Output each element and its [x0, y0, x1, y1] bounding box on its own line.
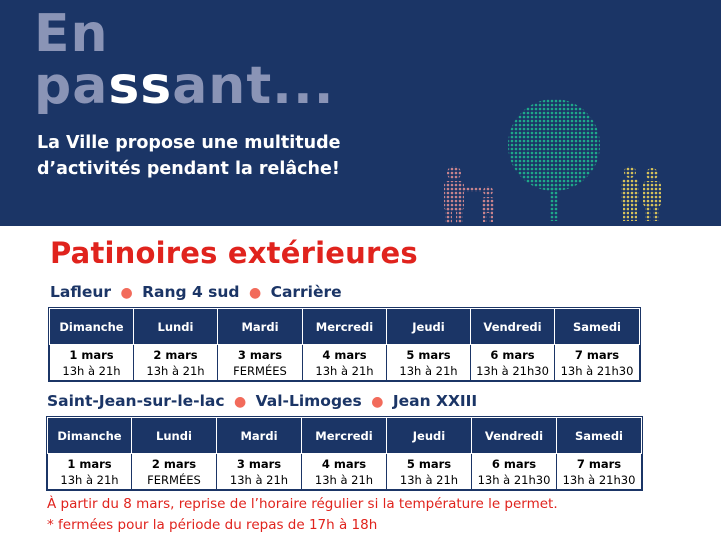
note-line: * fermées pour la période du repas de 17… [47, 517, 378, 533]
rink-name: Carrière [270, 283, 342, 301]
day-header: Jeudi [386, 417, 472, 454]
schedule-cell: 3 mars FERMÉES [217, 344, 303, 381]
schedule-cell: 7 mars 13h à 21h30 [554, 344, 640, 381]
schedule-table-2: Dimanche Lundi Mardi Mercredi Jeudi Vend… [46, 416, 643, 491]
bullet-dot-icon: ● [233, 394, 247, 410]
notes: À partir du 8 mars, reprise de l’horaire… [47, 494, 558, 535]
table-row: 1 mars 13h à 21h 2 mars FERMÉES 3 mars 13h … [47, 453, 642, 490]
rinks-group-1: Lafleur ● Rang 4 sud ● Carrière [50, 283, 342, 301]
table-row: 1 mars 13h à 21h 2 mars 13h à 21h 3 mars FE… [49, 344, 640, 381]
note-line: À partir du 8 mars, reprise de l’horaire… [47, 496, 558, 512]
day-header: Vendredi [470, 308, 555, 345]
logo-en: En [34, 4, 109, 64]
day-header: Dimanche [47, 417, 132, 454]
couple-icon [621, 166, 661, 221]
schedule-cell: 6 mars 13h à 21h30 [471, 453, 557, 490]
day-header: Mardi [216, 417, 302, 454]
schedule-cell: 7 mars 13h à 21h30 [556, 453, 642, 490]
day-header: Mercredi [301, 417, 387, 454]
day-header: Jeudi [386, 308, 471, 345]
day-header: Mercredi [302, 308, 387, 345]
schedule-cell: 1 mars 13h à 21h [47, 453, 132, 490]
bullet-dot-icon: ● [371, 394, 384, 410]
schedule-cell: 2 mars 13h à 21h [133, 344, 218, 381]
day-header: Dimanche [49, 308, 134, 345]
rink-name: Lafleur [50, 283, 112, 301]
day-header: Lundi [131, 417, 217, 454]
section-title: Patinoires extérieures [50, 236, 418, 270]
bullet-dot-icon: ● [248, 285, 262, 301]
bullet-dot-icon: ● [120, 285, 133, 301]
logo-passant: passant... [34, 56, 335, 116]
day-header: Samedi [554, 308, 640, 345]
schedule-cell: 3 mars 13h à 21h [216, 453, 302, 490]
schedule-cell: 1 mars 13h à 21h [49, 344, 134, 381]
schedule-table-1: Dimanche Lundi Mardi Mercredi Jeudi Vend… [48, 307, 641, 382]
schedule-cell: 4 mars 13h à 21h [302, 344, 387, 381]
schedule-cell: 6 mars 13h à 21h30 [470, 344, 555, 381]
day-header: Samedi [556, 417, 642, 454]
schedule-cell: 2 mars FERMÉES [131, 453, 217, 490]
tagline: La Ville propose une multitude d’activit… [37, 133, 341, 179]
rink-name: Saint-Jean-sur-le-lac [47, 392, 225, 410]
schedule-cell: 5 mars 13h à 21h [386, 344, 471, 381]
schedule-cell: 5 mars 13h à 21h [386, 453, 472, 490]
day-header: Vendredi [471, 417, 557, 454]
table-header-row: Dimanche Lundi Mardi Mercredi Jeudi Vend… [49, 308, 640, 345]
table-header-row: Dimanche Lundi Mardi Mercredi Jeudi Vend… [47, 417, 642, 454]
rink-name: Jean XXIII [392, 392, 478, 410]
rinks-group-2: Saint-Jean-sur-le-lac ● Val-Limoges ● Je… [47, 392, 477, 410]
rink-name: Val-Limoges [255, 392, 362, 410]
header-banner: En passant... La Ville propose une multi… [0, 0, 721, 226]
schedule-cell: 4 mars 13h à 21h [301, 453, 387, 490]
tree-icon [508, 99, 600, 221]
rink-name: Rang 4 sud [142, 283, 240, 301]
adult-child-icon [444, 166, 494, 223]
day-header: Mardi [217, 308, 303, 345]
family-walking-tree-illustration [444, 99, 661, 223]
day-header: Lundi [133, 308, 218, 345]
